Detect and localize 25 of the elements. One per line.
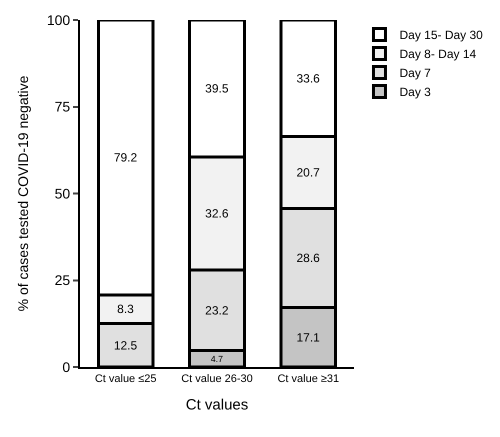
legend-label: Day 7 — [399, 66, 432, 80]
data-label: 4.7 — [210, 354, 224, 364]
x-tick-label: Ct value ≤25 — [94, 373, 157, 386]
x-axis-title: Ct values — [186, 396, 248, 414]
y-tick-label: 75 — [54, 98, 70, 115]
data-label: 32.6 — [205, 206, 229, 221]
legend-label: Day 8- Day 14 — [399, 47, 477, 62]
y-tick-label: 100 — [46, 12, 70, 28]
data-label: 8.3 — [117, 302, 134, 316]
y-tick-label: 25 — [54, 272, 70, 288]
data-label: 79.2 — [114, 150, 138, 164]
x-tick-label: Ct value ≥31 — [277, 373, 340, 386]
legend-label: Day 15- Day 30 — [399, 28, 484, 42]
x-tick-label: Ct value 26-30 — [181, 373, 253, 386]
data-label: 39.5 — [205, 82, 229, 96]
data-label: 33.6 — [296, 71, 320, 86]
y-tick-label: 0 — [62, 358, 70, 375]
data-label: 28.6 — [296, 251, 320, 266]
y-tick-label: 50 — [54, 185, 70, 202]
data-label: 20.7 — [296, 166, 320, 180]
data-label: 12.5 — [114, 338, 138, 352]
data-label: 23.2 — [205, 303, 229, 318]
legend-label: Day 3 — [399, 85, 432, 100]
data-label: 17.1 — [296, 330, 320, 344]
y-axis-title: % of cases tested COVID-19 negative — [14, 75, 31, 312]
